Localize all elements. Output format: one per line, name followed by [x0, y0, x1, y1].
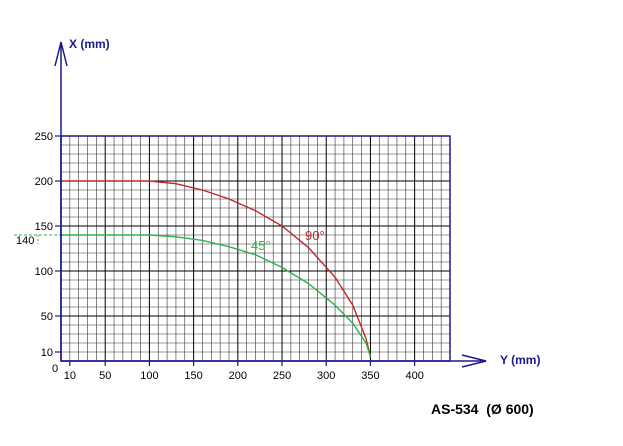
y-tick-label: 200	[35, 176, 53, 188]
series-group: 90° 45° 140	[14, 180, 372, 357]
x-axis-title: Y (mm)	[500, 353, 540, 367]
x-axis-arrow	[461, 354, 487, 368]
y-tick-label: 100	[35, 266, 53, 278]
grid-major	[61, 136, 450, 361]
x-tick-label: 250	[273, 370, 291, 382]
series-line-45	[61, 234, 372, 357]
grid-minor	[61, 136, 450, 361]
axes	[54, 41, 487, 368]
y-axis-title: X (mm)	[69, 37, 110, 51]
y-tick-label: 50	[41, 311, 53, 323]
x-tick-label: 10	[64, 370, 76, 382]
y-tick-label: 250	[35, 131, 53, 143]
annotation-label: 140	[16, 235, 34, 247]
model-label: AS-534 (Ø 600)	[431, 401, 534, 417]
series-label: 90°	[305, 228, 325, 243]
x-tick-label: 400	[405, 370, 423, 382]
y-tick-label: 10	[41, 347, 53, 359]
series-label: 45°	[251, 238, 271, 253]
ticks: 10 50 100 150 200 250 10 50 100 150 200 250 300 350 40…	[35, 131, 424, 382]
origin-label: 0	[52, 363, 58, 375]
x-tick-label: 150	[184, 370, 202, 382]
x-tick-label: 200	[229, 370, 247, 382]
x-tick-label: 100	[140, 370, 158, 382]
series-line-90	[61, 180, 372, 357]
x-tick-label: 300	[317, 370, 335, 382]
y-tick-label: 150	[35, 221, 53, 233]
x-tick-label: 50	[99, 370, 111, 382]
y-axis-arrow	[54, 41, 68, 67]
x-tick-label: 350	[361, 370, 379, 382]
